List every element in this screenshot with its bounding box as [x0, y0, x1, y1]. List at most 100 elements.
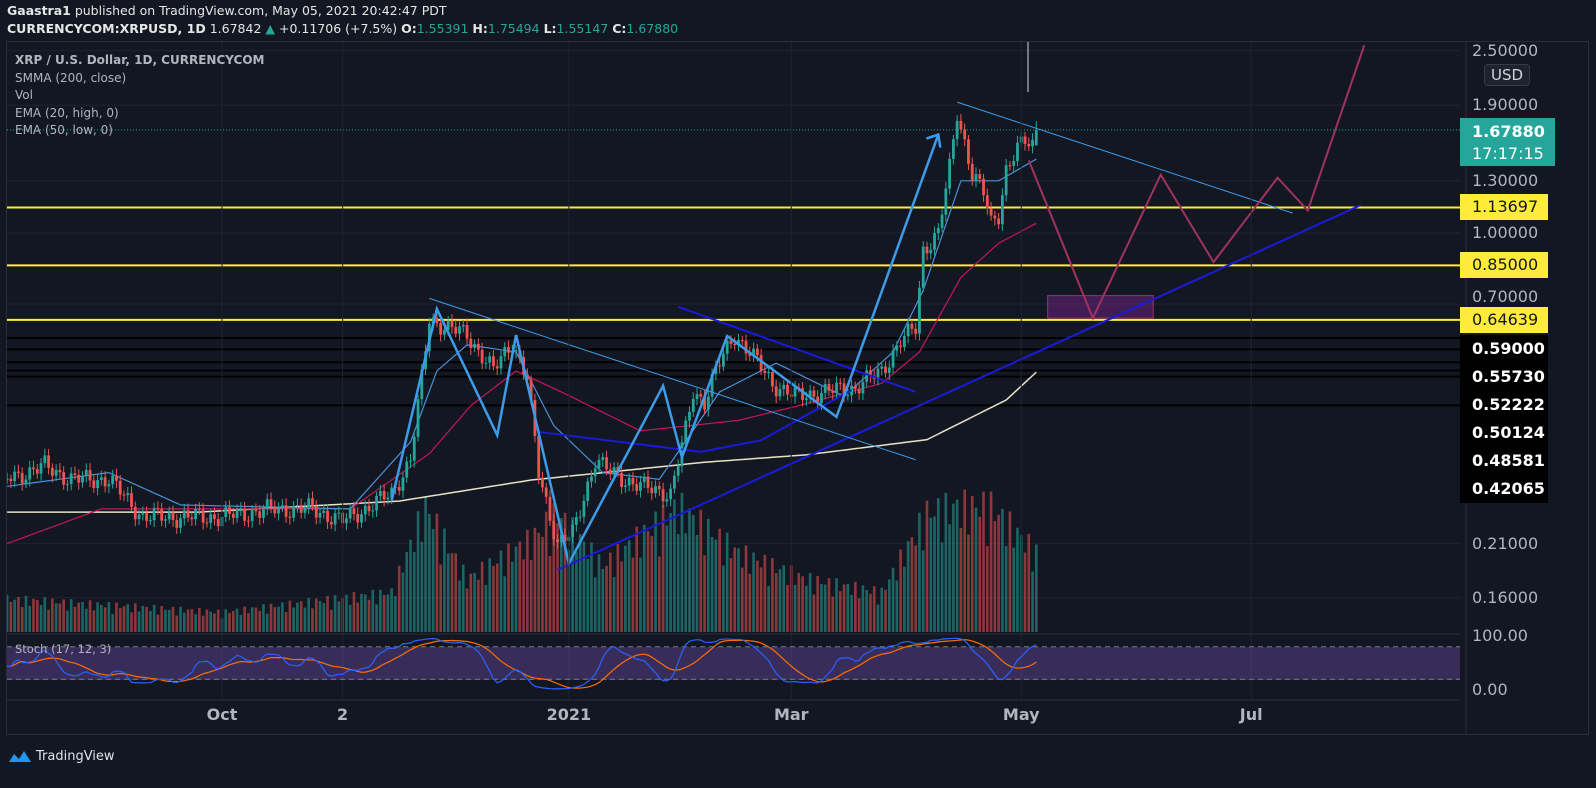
- candle-body: [499, 356, 503, 369]
- volume-bar: [307, 598, 311, 632]
- volume-bar: [752, 552, 755, 632]
- currency-button[interactable]: USD: [1484, 64, 1531, 86]
- candle-body: [7, 478, 9, 480]
- candle-body: [345, 518, 348, 524]
- volume-bar: [733, 547, 737, 632]
- volume-bar: [409, 539, 412, 632]
- candle-body: [446, 320, 450, 330]
- candle-body: [597, 459, 601, 469]
- volume-bar: [299, 601, 303, 632]
- candle-body: [24, 479, 28, 484]
- volume-bar: [118, 608, 122, 632]
- candle-body: [503, 346, 507, 357]
- volume-bar: [967, 534, 970, 632]
- tradingview-brand[interactable]: TradingView: [8, 748, 115, 764]
- volume-bar: [130, 612, 133, 632]
- level-label-black: 0.42065: [1460, 475, 1548, 503]
- volume-bar: [54, 603, 58, 632]
- candle-body: [842, 383, 846, 396]
- candle-body: [439, 323, 443, 335]
- candle-body: [774, 386, 778, 397]
- candle-body: [250, 510, 254, 522]
- candle-body: [1034, 129, 1038, 146]
- volume-bar: [695, 534, 699, 632]
- candle-body: [669, 488, 673, 500]
- volume-bar: [661, 504, 665, 632]
- candle-body: [273, 506, 277, 514]
- candle-body: [73, 473, 77, 475]
- candle-body: [559, 535, 563, 543]
- candle-body: [985, 195, 989, 209]
- legend-smma[interactable]: SMMA (200, close): [15, 70, 127, 85]
- candle-body: [541, 477, 544, 488]
- volume-bar: [786, 585, 789, 632]
- level-label-black: 0.55730: [1460, 363, 1548, 391]
- candle-body: [631, 477, 635, 485]
- candle-body: [416, 399, 420, 437]
- candle-body: [752, 348, 755, 356]
- volume-bar: [156, 614, 160, 632]
- candle-body: [382, 490, 386, 500]
- volume-bar: [126, 604, 130, 632]
- candle-body: [122, 494, 126, 496]
- candle-body: [853, 385, 857, 389]
- candle-body: [296, 505, 299, 507]
- candle-body: [20, 472, 24, 484]
- volume-bar: [194, 614, 197, 632]
- candle-body: [186, 510, 190, 518]
- volume-bar: [477, 579, 480, 632]
- legend-vol[interactable]: Vol: [15, 88, 33, 102]
- volume-bar: [620, 561, 623, 632]
- volume-bar: [288, 600, 292, 632]
- volume-bar: [827, 578, 831, 632]
- legend-stoch[interactable]: Stoch (17, 12, 3): [15, 642, 112, 656]
- candle-body: [767, 372, 771, 374]
- volume-bar: [537, 532, 540, 632]
- volume-bar: [737, 548, 740, 632]
- price-tick: 0.21000: [1472, 533, 1539, 553]
- candle-body: [488, 356, 492, 363]
- volume-bar: [160, 606, 163, 632]
- level-label-black: 0.50124: [1460, 419, 1548, 447]
- volume-bar: [145, 606, 148, 632]
- time-tick: Oct: [206, 705, 238, 724]
- volume-bar: [903, 566, 906, 632]
- candle-body: [35, 469, 39, 474]
- candle-body: [507, 346, 510, 353]
- volume-bar: [446, 553, 450, 632]
- candle-body: [974, 174, 978, 181]
- candle-body: [333, 513, 337, 525]
- volume-bar: [243, 606, 246, 632]
- candle-body: [473, 343, 476, 348]
- symbol-info: CURRENCYCOM:XRPUSD, 1D 1.67842 ▲ +0.1170…: [7, 21, 678, 36]
- candle-body: [646, 476, 650, 488]
- volume-bar: [363, 594, 367, 632]
- resistance-trendline-1: [429, 297, 916, 461]
- volume-bar: [707, 518, 710, 632]
- volume-bar: [382, 594, 386, 632]
- volume-bar: [533, 527, 537, 632]
- volume-bar: [703, 555, 706, 632]
- candle-body: [77, 474, 81, 483]
- volume-bar: [201, 615, 205, 632]
- open-label: O:: [401, 21, 417, 36]
- candle-body: [582, 500, 586, 517]
- volume-bar: [627, 540, 631, 632]
- candle-body: [69, 473, 73, 484]
- candle-body: [782, 384, 786, 390]
- stoch-tick: 100.00: [1472, 626, 1528, 645]
- volume-bar: [183, 612, 186, 632]
- level-label-yellow: 0.64639: [1460, 306, 1548, 333]
- volume-bar: [624, 545, 627, 632]
- volume-bar: [774, 572, 778, 632]
- candle-body: [929, 249, 933, 254]
- candle-body: [401, 477, 405, 491]
- legend-ema20[interactable]: EMA (20, high, 0): [15, 105, 119, 120]
- volume-bar: [281, 602, 284, 632]
- volume-bar: [544, 511, 548, 632]
- legend-ema50[interactable]: EMA (50, low, 0): [15, 123, 113, 137]
- time-tick: Mar: [773, 705, 809, 724]
- volume-bar: [311, 608, 314, 632]
- volume-bar: [612, 577, 616, 632]
